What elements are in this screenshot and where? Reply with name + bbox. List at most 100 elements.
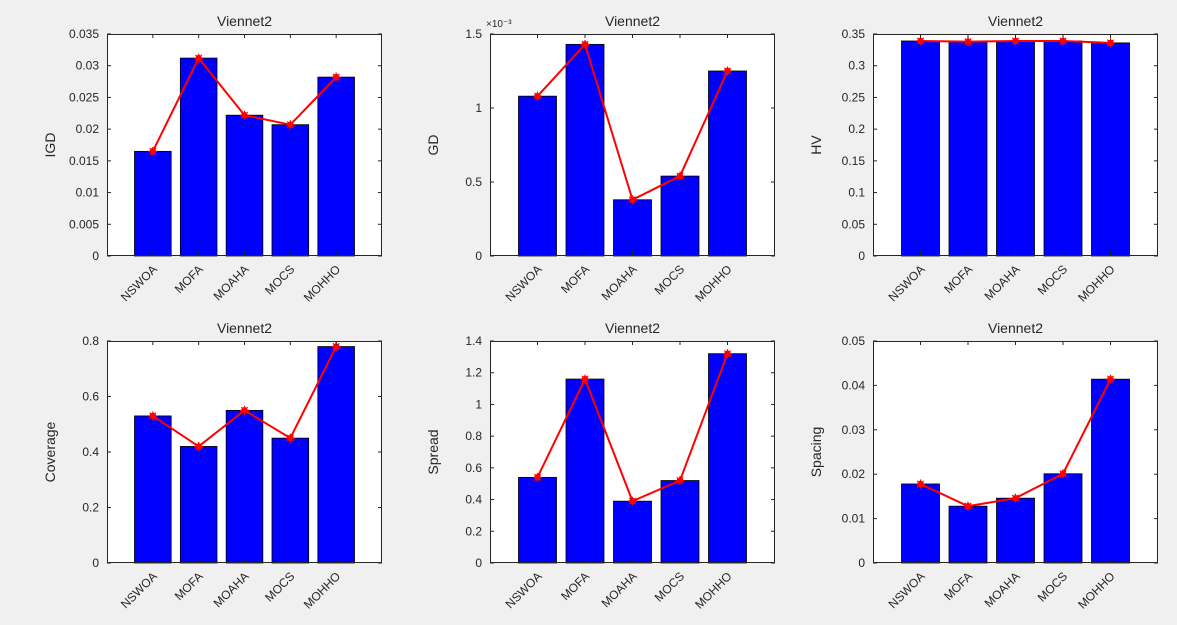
x-tick-label: MOCS bbox=[652, 262, 687, 297]
y-axis-label: Coverage bbox=[42, 421, 58, 482]
y-tick-label: 0.015 bbox=[69, 154, 99, 168]
x-tick-label: MOHHO bbox=[1075, 262, 1117, 304]
marker-stroke-d2 bbox=[964, 502, 972, 510]
y-tick-label: 0.025 bbox=[69, 90, 99, 104]
marker-stroke-d2 bbox=[676, 476, 684, 485]
marker-stroke-d2 bbox=[916, 480, 925, 488]
y-axis-label: Spacing bbox=[808, 427, 824, 478]
bar-mocs bbox=[1043, 473, 1083, 564]
subplot-2: 0 0.5 1 1.5 NSWOA MOFA MOAHA MOCS MOHHO Viennet2 G… bbox=[425, 13, 775, 305]
y-tick-label: 0.5 bbox=[465, 175, 482, 189]
marker-stroke-d2 bbox=[1011, 494, 1020, 502]
y-axis-label: GD bbox=[425, 135, 441, 156]
marker-mohho bbox=[1106, 38, 1115, 48]
marker-mocs bbox=[675, 171, 685, 181]
bar-mohho bbox=[708, 353, 747, 564]
y-tick-label: 0.25 bbox=[842, 90, 866, 104]
x-tick-label: MOAHA bbox=[211, 569, 252, 610]
x-tick-label: NSWOA bbox=[503, 262, 545, 304]
marker-mocs bbox=[675, 476, 685, 486]
y-tick-label: 0.035 bbox=[69, 27, 99, 41]
marker-mofa bbox=[963, 37, 973, 47]
y-tick-label: 0.05 bbox=[842, 217, 866, 231]
marker-stroke-d2 bbox=[628, 497, 637, 505]
x-tick-label: NSWOA bbox=[118, 262, 160, 304]
marker-stroke-d2 bbox=[195, 442, 203, 451]
marker-mofa bbox=[580, 374, 590, 384]
marker-mofa bbox=[194, 441, 204, 451]
marker-stroke-d2 bbox=[1011, 37, 1020, 45]
marker-stroke-d2 bbox=[286, 121, 294, 129]
marker-nswoa bbox=[148, 411, 158, 421]
chart-title: Viennet2 bbox=[217, 320, 272, 336]
y-tick-label: 0.01 bbox=[842, 512, 866, 526]
marker-stroke-d2 bbox=[533, 92, 542, 100]
y-tick-label: 1 bbox=[475, 397, 482, 411]
x-tick-label: MOHHO bbox=[1075, 569, 1117, 611]
marker-stroke-d2 bbox=[533, 473, 542, 481]
marker-mocs bbox=[1058, 469, 1068, 479]
x-tick-label: MOAHA bbox=[982, 262, 1023, 303]
y-tick-label: 0 bbox=[858, 556, 865, 570]
bar-mocs bbox=[1043, 40, 1083, 257]
x-tick-label: MOHHO bbox=[301, 262, 343, 304]
y-tick-label: 1.4 bbox=[465, 334, 482, 348]
marker-nswoa bbox=[533, 91, 542, 101]
y-axis-label: IGD bbox=[42, 133, 58, 158]
x-tick-label: MOAHA bbox=[982, 569, 1023, 610]
x-tick-label: MOFA bbox=[172, 569, 206, 603]
marker-mofa bbox=[194, 53, 204, 63]
marker-stroke-d2 bbox=[916, 37, 925, 45]
x-tick-label: NSWOA bbox=[886, 569, 928, 611]
bar-nswoa bbox=[518, 476, 557, 564]
x-tick-label: MOFA bbox=[172, 262, 206, 296]
x-tick-label: NSWOA bbox=[886, 262, 928, 304]
marker-stroke-d2 bbox=[1106, 39, 1115, 47]
bar-mohho bbox=[317, 76, 355, 257]
y-tick-label: 0.03 bbox=[842, 423, 866, 437]
x-tick-label: MOAHA bbox=[599, 569, 640, 610]
marker-mohho bbox=[331, 72, 341, 82]
marker-mofa bbox=[963, 501, 973, 511]
marker-stroke-d2 bbox=[240, 406, 249, 415]
y-tick-label: 0.3 bbox=[848, 59, 865, 73]
x-tick-label: MOCS bbox=[1035, 569, 1070, 604]
chart-title: Viennet2 bbox=[988, 13, 1043, 29]
y-tick-label: 0.8 bbox=[465, 429, 482, 443]
chart-title: Viennet2 bbox=[217, 13, 272, 29]
subplot-3: 0 0.05 0.1 0.15 0.2 0.25 0.3 0.35 NSWOA MOFA MOAHA… bbox=[808, 13, 1158, 305]
subplot-6: 0 0.01 0.02 0.03 0.04 0.05 NSWOA MOFA MOAHA MOCS M… bbox=[808, 320, 1158, 612]
y-tick-label: 0.4 bbox=[465, 493, 482, 507]
marker-moaha bbox=[1011, 493, 1020, 503]
marker-stroke-d2 bbox=[149, 147, 157, 155]
marker-moaha bbox=[628, 496, 637, 506]
y-tick-label: 0.03 bbox=[76, 59, 100, 73]
bar-mohho bbox=[1091, 42, 1130, 257]
marker-mocs bbox=[1058, 36, 1068, 46]
marker-stroke-d2 bbox=[628, 196, 637, 204]
y-tick-label: 0.2 bbox=[848, 122, 865, 136]
y-tick-label: 0 bbox=[475, 556, 482, 570]
marker-stroke-d2 bbox=[332, 73, 340, 81]
bar-moaha bbox=[613, 199, 652, 257]
bar-mohho bbox=[1091, 378, 1130, 564]
y-tick-label: 0.02 bbox=[842, 467, 866, 481]
y-tick-label: 0.4 bbox=[82, 445, 99, 459]
bar-mocs bbox=[271, 437, 310, 564]
x-tick-label: MOHHO bbox=[692, 262, 734, 304]
bar-moaha bbox=[225, 409, 264, 564]
bar-mocs bbox=[271, 124, 310, 257]
marker-stroke-d2 bbox=[195, 54, 203, 62]
marker-stroke-d2 bbox=[1059, 470, 1067, 478]
y-axis-label: Spread bbox=[425, 429, 441, 474]
y-tick-label: 0.35 bbox=[842, 27, 866, 41]
y-tick-label: 1.2 bbox=[465, 366, 482, 380]
bar-mohho bbox=[708, 70, 747, 257]
chart-title: Viennet2 bbox=[988, 320, 1043, 336]
marker-mocs bbox=[285, 433, 295, 443]
x-tick-label: MOCS bbox=[1035, 262, 1070, 297]
x-tick-label: NSWOA bbox=[118, 569, 160, 611]
x-tick-label: NSWOA bbox=[503, 569, 545, 611]
x-tick-label: MOAHA bbox=[599, 262, 640, 303]
